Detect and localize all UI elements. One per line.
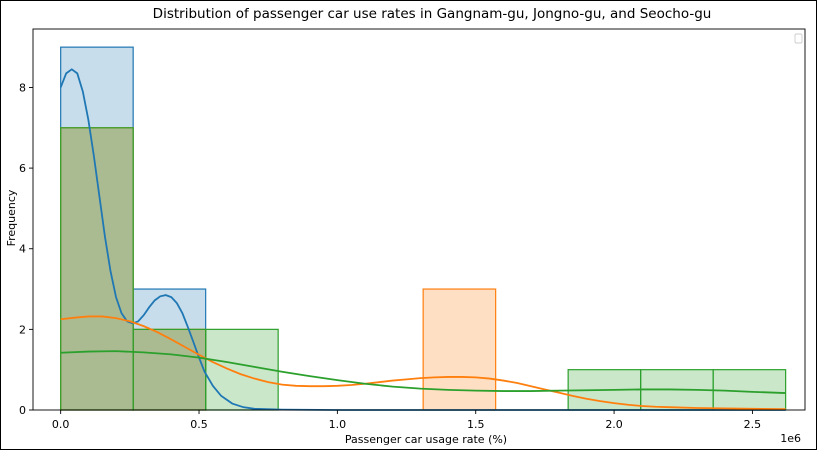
- x-axis-label: Passenger car usage rate (%): [345, 433, 507, 446]
- x-tick-label: 2.0: [605, 418, 623, 431]
- histogram-bar-series-0-bin-1: [132, 288, 207, 411]
- plot-area: 0.0 0.5 1.0 1.5 2.0 2.5 0 2 4 6 8: [19, 28, 806, 431]
- x-tick-label: 1.5: [467, 418, 485, 431]
- kde-line-series-1: [60, 315, 786, 411]
- histogram-bar-series-0-bin-0: [60, 46, 134, 411]
- kde-line-series-2: [60, 350, 786, 394]
- x-tick-label: 1.0: [329, 418, 347, 431]
- histogram-bar-series-2-bin-1: [132, 328, 207, 411]
- y-tick-label: 6: [19, 162, 26, 175]
- histogram-bar-series-1-bin-2: [422, 288, 497, 411]
- kde-line-series-0: [59, 68, 786, 411]
- legend-box: [794, 33, 803, 44]
- x-tick-label: 2.5: [744, 418, 762, 431]
- y-tick-label: 2: [19, 323, 26, 336]
- x-tick-label: 0.0: [52, 418, 70, 431]
- y-axis-label: Frequency: [5, 189, 18, 246]
- x-tick-label: 0.5: [190, 418, 208, 431]
- chart-title: Distribution of passenger car use rates …: [153, 6, 712, 22]
- y-tick-label: 8: [19, 81, 26, 94]
- y-tick-label: 4: [19, 243, 26, 256]
- plot-frame: [32, 28, 806, 411]
- x-axis-offset-text: 1e6: [780, 432, 801, 445]
- histogram-bar-series-2-bin-0: [60, 127, 134, 411]
- y-tick-label: 0: [19, 404, 26, 417]
